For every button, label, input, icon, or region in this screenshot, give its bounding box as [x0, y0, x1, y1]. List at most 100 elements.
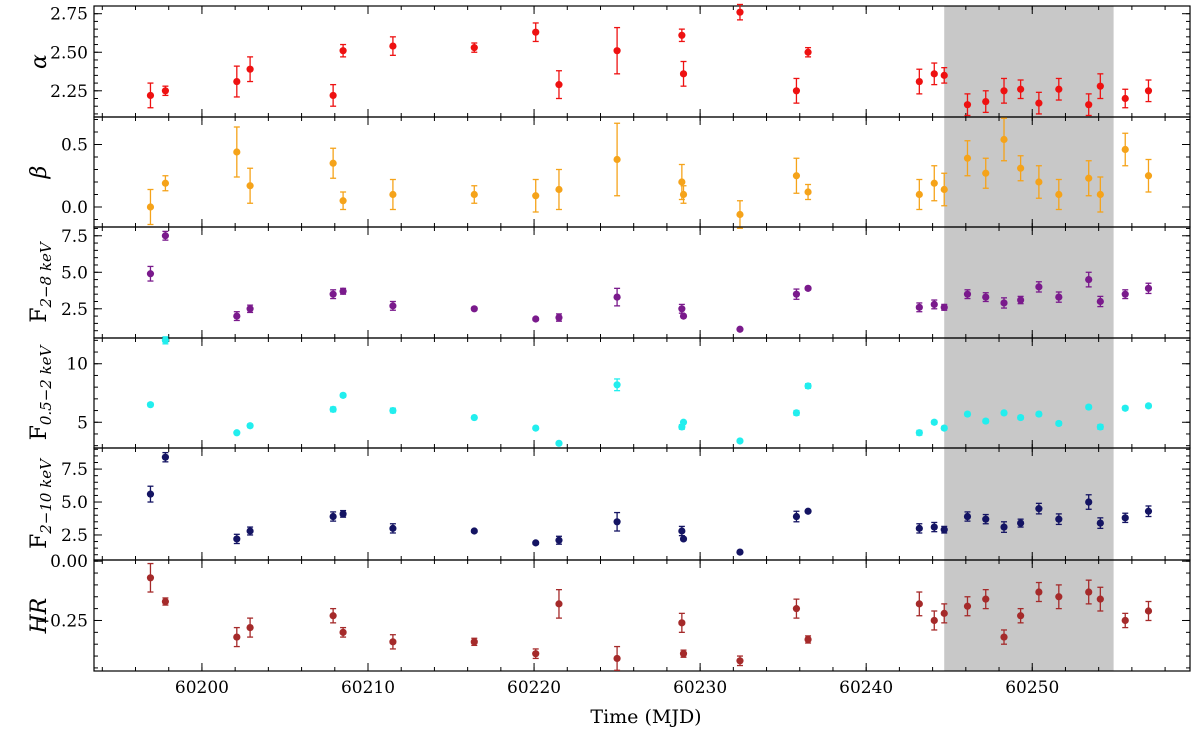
data-marker	[963, 602, 972, 610]
data-point	[532, 424, 540, 432]
data-point	[915, 429, 923, 437]
data-point	[1121, 132, 1129, 167]
data-point	[982, 157, 990, 189]
y-tick-label: 5.0	[61, 493, 88, 513]
data-point	[915, 523, 923, 534]
data-point	[339, 287, 347, 295]
data-point	[532, 539, 540, 547]
x-tick-label: 60240	[839, 678, 893, 698]
data-marker	[233, 77, 241, 86]
data-point	[1085, 93, 1093, 117]
data-marker	[161, 87, 170, 95]
data-point	[804, 382, 812, 390]
data-marker	[1144, 607, 1153, 615]
y-tick-label: 2.25	[50, 82, 88, 102]
y-tick-label: 10	[66, 355, 88, 375]
data-point	[679, 185, 688, 204]
data-marker	[678, 31, 686, 39]
data-point	[915, 591, 923, 617]
data-marker	[963, 101, 972, 109]
data-marker	[1121, 94, 1129, 103]
x-axis-layer: 60200 60210 60220 60230 60240 60250	[175, 678, 1059, 698]
data-point	[930, 521, 938, 533]
data-point	[963, 596, 972, 617]
data-point	[532, 315, 540, 323]
data-marker	[389, 524, 397, 532]
data-point	[389, 406, 397, 415]
data-marker	[1121, 290, 1129, 298]
data-marker	[1000, 87, 1008, 95]
data-marker	[982, 515, 990, 523]
data-point	[915, 178, 923, 211]
data-marker	[389, 190, 397, 199]
data-point	[246, 304, 254, 314]
data-point	[963, 511, 972, 522]
data-point	[1055, 178, 1063, 211]
data-point	[736, 3, 744, 21]
data-point	[804, 635, 812, 644]
data-marker	[804, 635, 812, 644]
data-marker	[963, 410, 972, 418]
data-marker	[555, 600, 563, 608]
data-point	[329, 607, 337, 624]
data-point	[246, 526, 254, 536]
data-point	[161, 230, 170, 241]
data-marker	[1017, 612, 1025, 620]
data-marker	[1096, 190, 1104, 199]
data-marker	[1000, 633, 1008, 641]
data-point	[161, 85, 170, 97]
data-point	[1055, 291, 1063, 303]
data-point	[1121, 512, 1129, 524]
data-marker	[1096, 519, 1104, 527]
data-point	[930, 165, 938, 202]
data-marker	[532, 539, 540, 547]
data-marker	[804, 48, 812, 56]
data-marker	[1121, 514, 1129, 522]
data-point	[389, 36, 397, 56]
data-point	[532, 178, 540, 213]
data-point	[246, 617, 254, 638]
data-marker	[792, 172, 801, 180]
y-tick-label: 5	[77, 413, 88, 433]
data-point	[792, 288, 801, 300]
data-marker	[678, 619, 686, 627]
data-marker	[329, 612, 337, 620]
data-marker	[555, 313, 563, 322]
data-marker	[555, 185, 563, 194]
data-point	[555, 439, 563, 447]
data-point	[1035, 410, 1043, 418]
data-marker	[233, 535, 241, 543]
data-marker	[146, 401, 155, 409]
data-point	[1017, 607, 1025, 624]
data-point	[1035, 581, 1043, 603]
data-point	[963, 93, 972, 117]
data-marker	[915, 190, 923, 199]
data-marker	[233, 312, 241, 320]
data-point	[1035, 281, 1043, 293]
data-marker	[792, 512, 801, 521]
data-marker	[940, 71, 948, 79]
data-point	[1055, 513, 1063, 526]
data-point	[1096, 423, 1104, 431]
data-marker	[930, 616, 938, 625]
data-marker	[161, 336, 170, 344]
data-marker	[246, 182, 254, 190]
data-point	[678, 612, 686, 633]
data-point	[470, 413, 478, 422]
panels-layer: 2.25 2.50 2.75 α 0.0 0.5 β 2.5 5.0 7.5 F2−8 keV 5 10…	[27, 3, 1191, 672]
data-marker	[1055, 515, 1063, 523]
data-marker	[1017, 519, 1025, 527]
data-marker	[1035, 410, 1043, 418]
panel-frame	[93, 559, 1191, 672]
data-marker	[940, 526, 948, 534]
y-tick-label: 0.0	[61, 198, 88, 218]
data-marker	[329, 91, 337, 100]
data-marker	[915, 600, 923, 608]
data-point	[1096, 176, 1104, 213]
data-point	[1017, 155, 1025, 182]
data-point	[1144, 402, 1153, 410]
data-point	[1017, 295, 1025, 305]
x-tick-label: 60220	[507, 678, 561, 698]
data-marker	[532, 424, 540, 432]
